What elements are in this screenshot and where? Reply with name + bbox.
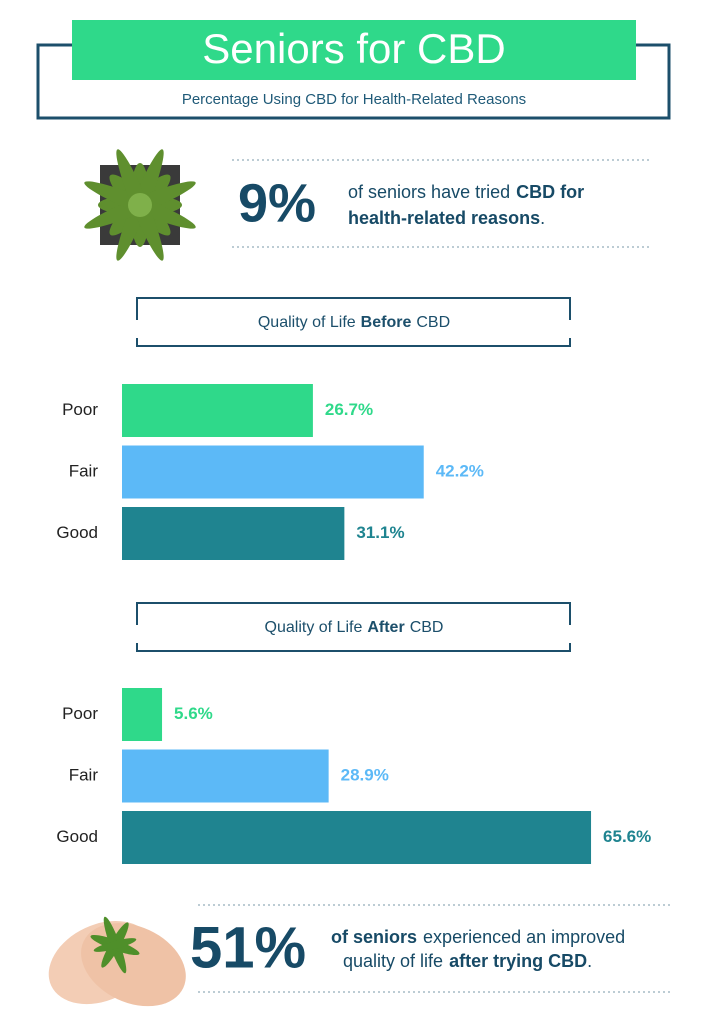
stat-text-part: health-related reasons (348, 208, 540, 228)
category-label: Good (56, 523, 98, 542)
stat-text-part: quality of life (343, 951, 443, 971)
chart-title-part: After (367, 619, 404, 636)
value-label: 31.1% (356, 523, 404, 542)
bar (122, 445, 424, 499)
title: Seniors for CBD (202, 25, 505, 72)
value-label: 65.6% (603, 827, 651, 846)
bar (122, 507, 345, 560)
stat-text: of seniors experienced an improved (306, 927, 640, 947)
bar (122, 811, 592, 864)
bar (122, 749, 329, 803)
stat-text-part: experienced an improved (423, 927, 625, 947)
category-label: Poor (62, 704, 98, 723)
chart-title-part: Before (361, 314, 412, 331)
stat-figure: 9% (238, 173, 316, 233)
chart-title-part: CBD (416, 314, 450, 331)
category-label: Fair (69, 461, 99, 480)
chart-title: Quality of Life Before CBD (258, 314, 450, 331)
stat-text: health-related reasons. (323, 208, 560, 228)
stat-text: quality of life after trying CBD. (318, 951, 607, 971)
value-label: 28.9% (341, 765, 389, 784)
chart-title-frame (136, 297, 571, 347)
title-box (72, 20, 636, 80)
subtitle: Percentage Using CBD for Health-Related … (182, 91, 526, 108)
stat-text-part: after trying CBD (449, 951, 587, 971)
stat-text-part: of seniors have tried (348, 182, 510, 202)
chart-title-part: CBD (410, 619, 444, 636)
stat-text-part: . (587, 951, 592, 971)
stat-text-part: of seniors (331, 927, 417, 947)
value-label: 26.7% (325, 400, 373, 419)
stat-text: of seniors have tried CBD for (323, 182, 599, 202)
category-label: Good (56, 827, 98, 846)
value-label: 42.2% (436, 461, 484, 480)
stat-text-part: . (540, 208, 545, 228)
chart-title-frame (136, 602, 571, 652)
stat-figure: 51% (190, 915, 306, 980)
chart-title: Quality of Life After CBD (265, 619, 444, 636)
category-label: Poor (62, 400, 98, 419)
stat-text-part: CBD for (516, 182, 584, 202)
value-label: 5.6% (174, 704, 213, 723)
bar (122, 384, 313, 437)
hands-icon (48, 916, 186, 1007)
chart-title-part: Quality of Life (265, 619, 363, 636)
category-label: Fair (69, 765, 99, 784)
chart-title-part: Quality of Life (258, 314, 356, 331)
bar (122, 688, 163, 741)
plant-icon (84, 149, 196, 261)
